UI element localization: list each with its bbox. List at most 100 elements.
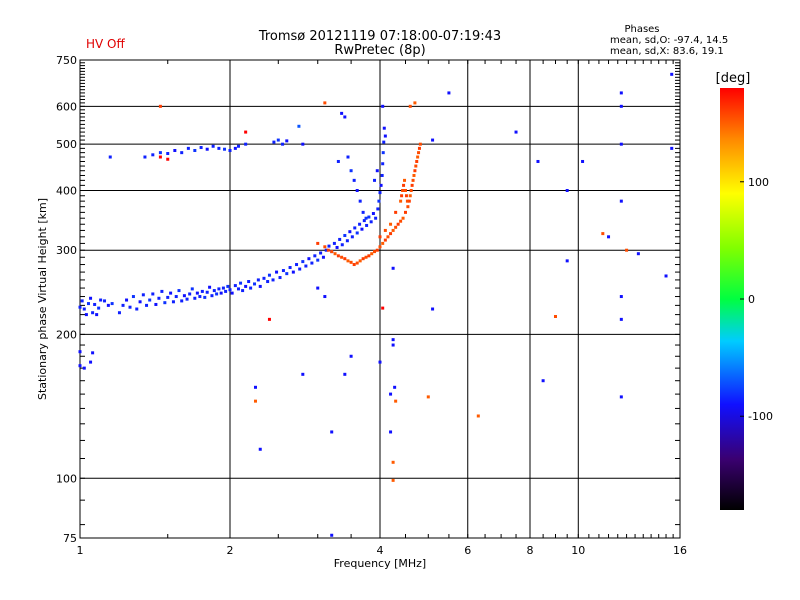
data-point: [258, 447, 262, 451]
data-point: [166, 152, 170, 156]
data-point: [330, 430, 334, 434]
data-point: [381, 104, 385, 108]
data-point: [386, 235, 390, 239]
data-point: [407, 199, 411, 203]
data-point: [135, 307, 139, 311]
data-point: [353, 226, 357, 230]
data-point: [403, 210, 407, 214]
data-point: [106, 303, 110, 307]
data-point: [158, 155, 162, 159]
data-point: [180, 151, 184, 155]
data-point: [275, 270, 279, 274]
data-point: [447, 91, 451, 95]
data-point: [391, 266, 395, 270]
data-point: [581, 159, 585, 163]
data-point: [389, 232, 393, 236]
data-point: [205, 147, 209, 151]
data-point: [401, 216, 405, 220]
data-point: [391, 460, 395, 464]
data-point: [411, 178, 415, 182]
data-point: [203, 295, 207, 299]
data-point: [278, 276, 282, 280]
data-points: [78, 72, 674, 537]
data-point: [401, 188, 405, 192]
data-point: [340, 255, 344, 259]
data-point: [215, 292, 219, 296]
data-point: [193, 148, 197, 152]
data-point: [541, 379, 545, 383]
data-point: [249, 286, 253, 290]
data-point: [391, 343, 395, 347]
data-point: [307, 257, 311, 261]
data-point: [131, 295, 135, 299]
data-point: [143, 155, 147, 159]
data-point: [381, 306, 385, 310]
data-point: [343, 372, 347, 376]
y-tick-label: 300: [56, 244, 77, 257]
data-point: [426, 395, 430, 399]
data-point: [367, 254, 371, 258]
data-point: [408, 104, 412, 108]
colorbar: [deg] 100 0 -100: [716, 71, 773, 510]
data-point: [226, 284, 230, 288]
data-point: [89, 360, 93, 364]
data-point: [97, 306, 101, 310]
data-point: [212, 289, 216, 293]
data-point: [221, 286, 225, 290]
data-point: [389, 430, 393, 434]
chart-title: Tromsø 20121119 07:18:00-07:19:43: [258, 29, 501, 44]
data-point: [313, 254, 317, 258]
colorbar-label: [deg]: [716, 71, 751, 86]
y-tick-label: 500: [56, 138, 77, 151]
data-point: [553, 314, 557, 318]
data-point: [350, 235, 354, 239]
data-point: [378, 360, 382, 364]
data-point: [410, 183, 414, 187]
y-tick-label: 200: [56, 328, 77, 341]
data-point: [365, 223, 369, 227]
data-point: [335, 245, 339, 249]
data-point: [349, 169, 353, 173]
grid-lines: [80, 60, 680, 538]
data-point: [217, 146, 221, 150]
data-point: [636, 252, 640, 256]
data-point: [169, 291, 173, 295]
data-point: [360, 227, 364, 231]
data-point: [377, 199, 381, 203]
data-point: [381, 162, 385, 166]
data-point: [364, 216, 368, 220]
data-point: [267, 317, 271, 321]
data-point: [205, 290, 209, 294]
data-point: [375, 169, 379, 173]
data-point: [391, 228, 395, 232]
data-point: [324, 248, 328, 252]
data-point: [378, 235, 382, 239]
y-tick-label: 750: [56, 54, 77, 67]
x-axis-label: Frequency [MHz]: [334, 557, 426, 570]
data-point: [400, 194, 404, 198]
y-tick-labels: 75 100 200 300 400 500 600 750: [56, 54, 77, 545]
data-point: [193, 296, 197, 300]
data-point: [128, 305, 132, 309]
data-point: [177, 289, 181, 293]
data-point: [253, 399, 257, 403]
data-point: [346, 259, 350, 263]
data-point: [316, 258, 320, 262]
data-point: [378, 191, 382, 195]
phases-title: Phases: [624, 24, 659, 35]
data-point: [412, 173, 416, 177]
data-point: [415, 159, 419, 163]
data-point: [565, 188, 569, 192]
data-point: [174, 295, 178, 299]
data-point: [367, 215, 371, 219]
data-point: [93, 302, 97, 306]
x-tick-label: 1: [77, 544, 84, 557]
data-point: [151, 153, 155, 157]
data-point: [345, 239, 349, 243]
data-point: [271, 278, 275, 282]
data-point: [91, 311, 95, 315]
data-point: [625, 248, 629, 252]
data-point: [389, 392, 393, 396]
data-point: [378, 245, 382, 249]
data-point: [355, 261, 359, 265]
